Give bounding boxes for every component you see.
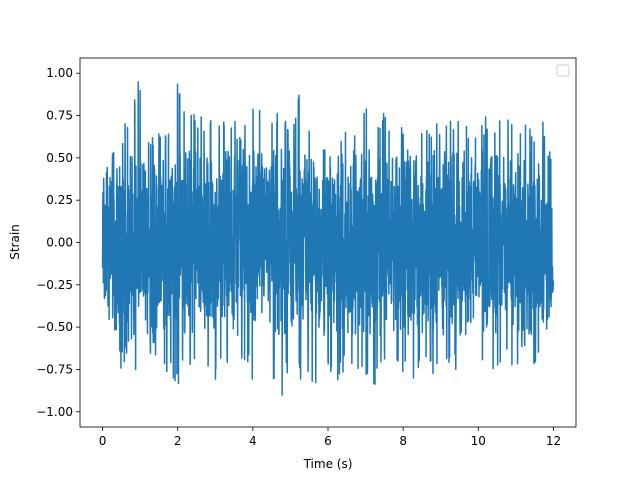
- y-tick-label: 1.00: [46, 66, 73, 80]
- y-tick-label: −0.75: [36, 362, 73, 376]
- x-tick-label: 2: [174, 434, 182, 448]
- x-axis-label: Time (s): [303, 457, 353, 471]
- y-tick-label: −0.25: [36, 278, 73, 292]
- x-tick-label: 8: [399, 434, 407, 448]
- x-tick-label: 4: [249, 434, 257, 448]
- x-tick-label: 0: [99, 434, 107, 448]
- y-axis-ticks: −1.00 −0.75 −0.50 −0.25 0.00 0.25 0.50 0.75 1.00: [36, 66, 80, 419]
- x-tick-label: 12: [546, 434, 561, 448]
- y-tick-label: −0.50: [36, 320, 73, 334]
- strain-series-line: [101, 81, 555, 396]
- x-axis-ticks: 0 2 4 6 8 10 12: [99, 427, 561, 448]
- y-tick-label: 0.75: [46, 109, 73, 123]
- x-tick-label: 6: [324, 434, 332, 448]
- y-tick-label: 0.00: [46, 236, 73, 250]
- x-tick-label: 10: [471, 434, 486, 448]
- y-tick-label: 0.50: [46, 151, 73, 165]
- signal-series: [101, 81, 555, 396]
- y-tick-label: 0.25: [46, 193, 73, 207]
- y-axis-label: Strain: [8, 224, 22, 260]
- y-tick-label: −1.00: [36, 405, 73, 419]
- legend-box: [556, 64, 570, 77]
